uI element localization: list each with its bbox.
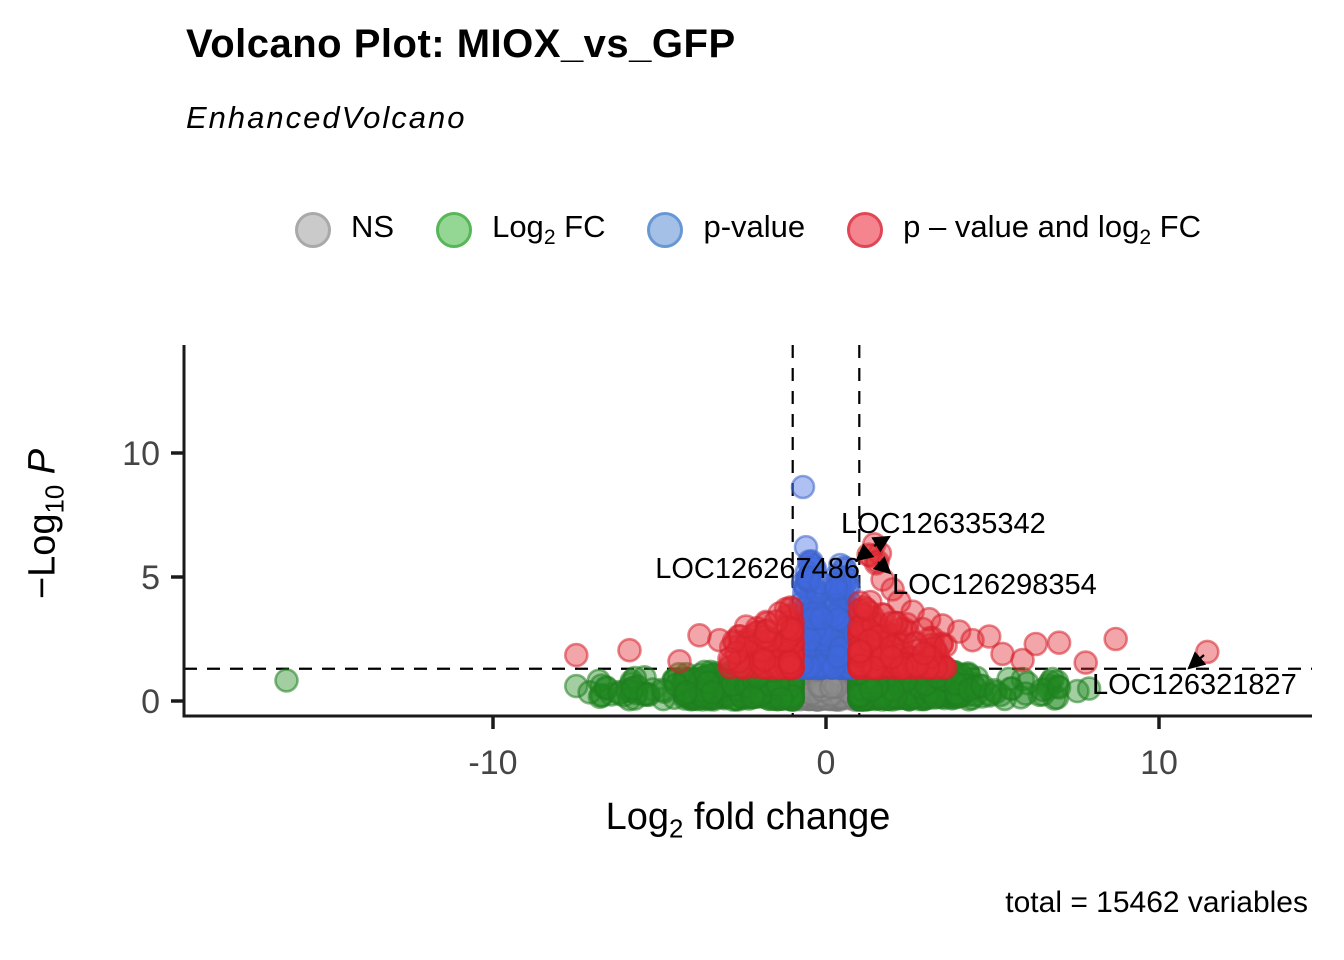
axis-tick-labels: -10 0 10 0 5 10 (122, 435, 1178, 782)
y-tick-label: 0 (141, 683, 160, 721)
x-tick-label: -10 (468, 744, 517, 782)
gene-label: LOC126335342 (841, 508, 1046, 540)
legend-key-pvalue-icon (647, 212, 684, 248)
legend-label-ns: NS (351, 209, 395, 245)
chart-subtitle: EnhancedVolcano (186, 100, 467, 135)
chart-title: Volcano Plot: MIOX_vs_GFP (186, 22, 736, 66)
x-axis-title: Log2 fold change (605, 796, 891, 844)
legend-item-pvalue-and-log2fc: p – value and log2 FC (847, 209, 1201, 250)
gene-label: LOC126321827 (1092, 669, 1297, 701)
y-tick-label: 5 (141, 559, 160, 597)
legend: NS Log2 FC p-value p – value and log2 FC (184, 202, 1312, 258)
legend-key-pvalue-and-log2fc-icon (847, 212, 884, 248)
legend-label-pvalue: p-value (703, 209, 806, 245)
axes (171, 345, 1312, 729)
gene-label: LOC126267486 (655, 553, 860, 585)
legend-label-pvalue-and-log2fc: p – value and log2 FC (903, 209, 1201, 250)
legend-item-pvalue: p-value (647, 209, 805, 250)
legend-key-log2fc-icon (436, 212, 473, 248)
gene-labels: LOC126335342 LOC126267486 LOC126298354 LOC1… (655, 508, 1297, 701)
points-pvalue-and-log2fc (563, 531, 1220, 681)
legend-item-log2fc: Log2 FC (436, 209, 605, 250)
x-tick-label: 0 (817, 744, 836, 782)
gene-label: LOC126298354 (892, 569, 1097, 601)
x-tick-label: 10 (1140, 744, 1178, 782)
legend-label-log2fc: Log2 FC (492, 209, 606, 250)
total-variables-caption: total = 15462 variables (1005, 886, 1308, 919)
legend-item-ns: NS (295, 209, 394, 250)
y-tick-label: 10 (122, 435, 160, 473)
y-axis-title: −Log10 P (21, 448, 70, 600)
legend-key-ns-icon (295, 212, 331, 248)
